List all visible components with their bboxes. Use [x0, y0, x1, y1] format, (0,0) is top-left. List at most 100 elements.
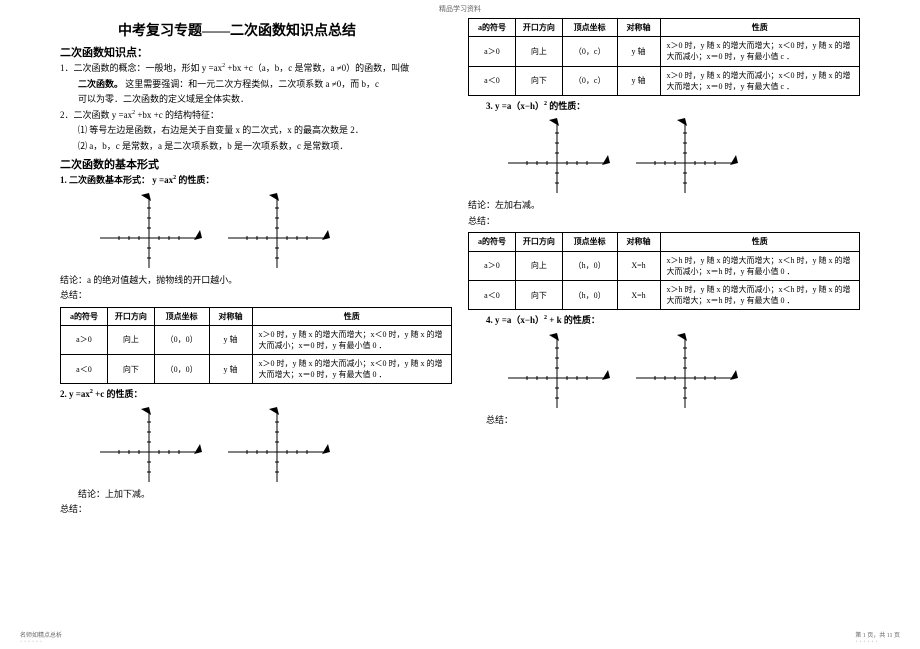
summary-4: 总结： — [486, 414, 860, 428]
t: 4. y =a（x−h） — [486, 315, 544, 325]
table-cell: y 轴 — [209, 325, 252, 354]
dots-icon: ······ — [855, 639, 879, 645]
t: 的性质： — [176, 175, 214, 185]
table-header: 性质 — [660, 19, 859, 37]
table-row: a＜0向下（h，0）X=hx＞h 时，y 随 x 的增大而减小；x＜h 时，y … — [469, 281, 860, 310]
coordinate-axes-icon — [630, 117, 740, 197]
table-row: a＞0向上（0，0）y 轴x＞0 时，y 随 x 的增大而增大；x＜0 时，y … — [61, 325, 452, 354]
coordinate-axes-icon — [630, 332, 740, 412]
table-cell: 向下 — [107, 355, 154, 384]
para-1c: 可以为零．二次函数的定义域是全体实数． — [78, 93, 452, 107]
graph-row-3 — [502, 117, 860, 197]
right-column: a的符号开口方向顶点坐标对称轴性质a＞0向上（0，c）y 轴x＞0 时，y 随 … — [468, 14, 860, 519]
table-cell: 向上 — [107, 325, 154, 354]
table-cell: a＞0 — [61, 325, 108, 354]
table-row: a＜0向下（0，0）y 轴x＞0 时，y 随 x 的增大而减小；x＜0 时，y … — [61, 355, 452, 384]
property-table-1: a的符号开口方向顶点坐标对称轴性质a＞0向上（0，0）y 轴x＞0 时，y 随 … — [60, 307, 452, 385]
para-2c: ⑴ 等号左边是函数，右边是关于自变量 x 的二次式，x 的最高次数是 2． — [78, 124, 452, 138]
graph-row-2 — [94, 406, 452, 486]
section-heading-2: 二次函数的基本形式 — [60, 156, 452, 172]
para-1b: 二次函数。 这里需要强调：和一元二次方程类似，二次项系数 a ≠0，而 b，c — [78, 78, 452, 92]
table-header: 对称轴 — [617, 19, 660, 37]
t: +bx +c 的结构特征： — [135, 110, 219, 120]
coordinate-axes-icon — [502, 117, 612, 197]
footer-left: 名师如精点总析 ······ — [20, 630, 62, 645]
bold: 二次函数。 — [78, 79, 123, 89]
property-table-2: a的符号开口方向顶点坐标对称轴性质a＞0向上（0，c）y 轴x＞0 时，y 随 … — [468, 18, 860, 96]
t: +bx +c（a，b，c 是常数，a ≠0）的函数，叫做 — [225, 63, 409, 73]
table-cell: （0，c） — [562, 66, 617, 95]
t: 的性质： — [547, 101, 585, 111]
table-cell: 向上 — [515, 37, 562, 66]
table-cell: y 轴 — [617, 37, 660, 66]
table-row: a＞0向上（h，0）X=hx＞h 时，y 随 x 的增大而增大；x＜h 时，y … — [469, 251, 860, 280]
table-header: a的符号 — [469, 19, 516, 37]
table-cell: 向下 — [515, 281, 562, 310]
table-cell: （0，0） — [154, 325, 209, 354]
table-header: 开口方向 — [515, 19, 562, 37]
dots-icon: ······ — [20, 639, 44, 645]
para-1: 1．二次函数的概念：一般地，形如 y =ax2 +bx +c（a，b，c 是常数… — [60, 62, 452, 76]
table-cell: （0，0） — [154, 355, 209, 384]
table-header: 性质 — [252, 307, 451, 325]
table-cell: （h，0） — [562, 251, 617, 280]
coordinate-axes-icon — [94, 192, 204, 272]
graph-row-1 — [94, 192, 452, 272]
form2-heading: 2. y =ax2 +c 的性质： — [60, 388, 452, 402]
table-header: a的符号 — [469, 233, 516, 251]
main-title: 中考复习专题——二次函数知识点总结 — [118, 20, 452, 40]
table-header: 顶点坐标 — [562, 233, 617, 251]
coordinate-axes-icon — [502, 332, 612, 412]
footer-right: 第 1 页，共 11 页 ······ — [855, 630, 900, 645]
table-cell: x＞h 时，y 随 x 的增大而增大；x＜h 时，y 随 x 的增大而减小；x＝… — [660, 251, 859, 280]
section-heading-1: 二次函数知识点： — [60, 44, 452, 60]
conclusion-3: 结论：左加右减。 — [468, 199, 860, 213]
table-cell: （h，0） — [562, 281, 617, 310]
graph-row-4 — [502, 332, 860, 412]
para-2d: ⑵ a，b，c 是常数，a 是二次项系数，b 是一次项系数，c 是常数项． — [78, 140, 452, 154]
table-cell: a＜0 — [469, 66, 516, 95]
coordinate-axes-icon — [94, 406, 204, 486]
table-cell: 向上 — [515, 251, 562, 280]
table-cell: y 轴 — [209, 355, 252, 384]
form1-heading: 1. 二次函数基本形式： y =ax2 的性质： — [60, 174, 452, 188]
t: 这里需要强调：和一元二次方程类似，二次项系数 a ≠0，而 b，c — [125, 79, 379, 89]
table-cell: a＞0 — [469, 251, 516, 280]
table-cell: y 轴 — [617, 66, 660, 95]
table-cell: （0，c） — [562, 37, 617, 66]
table-cell: x＞0 时，y 随 x 的增大而增大；x＜0 时，y 随 x 的增大而减小；x＝… — [660, 37, 859, 66]
table-header: 顶点坐标 — [562, 19, 617, 37]
table-cell: x＞0 时，y 随 x 的增大而增大；x＜0 时，y 随 x 的增大而减小；x＝… — [252, 325, 451, 354]
table-header: 对称轴 — [209, 307, 252, 325]
table-cell: a＜0 — [61, 355, 108, 384]
summary-3: 总结： — [468, 215, 860, 229]
table-header: 对称轴 — [617, 233, 660, 251]
t: 2．二次函数 y =ax — [60, 110, 132, 120]
coordinate-axes-icon — [222, 192, 332, 272]
table-cell: X=h — [617, 251, 660, 280]
form3-heading: 3. y =a（x−h）2 的性质： — [486, 100, 860, 114]
property-table-3: a的符号开口方向顶点坐标对称轴性质a＞0向上（h，0）X=hx＞h 时，y 随 … — [468, 232, 860, 310]
conclusion-2: 结论：上加下减。 — [78, 488, 452, 502]
conclusion-1: 结论：a 的绝对值越大，抛物线的开口越小。 — [60, 274, 452, 288]
t: +c 的性质： — [93, 389, 143, 399]
left-column: 中考复习专题——二次函数知识点总结 二次函数知识点： 1．二次函数的概念：一般地… — [60, 14, 452, 519]
table-cell: 向下 — [515, 66, 562, 95]
t: 2. y =ax — [60, 389, 90, 399]
form4-heading: 4. y =a（x−h）2 + k 的性质： — [486, 314, 860, 328]
table-cell: x＞0 时，y 随 x 的增大而减小；x＜0 时，y 随 x 的增大而增大；x＝… — [660, 66, 859, 95]
table-row: a＞0向上（0，c）y 轴x＞0 时，y 随 x 的增大而增大；x＜0 时，y … — [469, 37, 860, 66]
page-header: 精品学习资料 — [0, 0, 920, 14]
table-header: 顶点坐标 — [154, 307, 209, 325]
table-cell: X=h — [617, 281, 660, 310]
coordinate-axes-icon — [222, 406, 332, 486]
table-cell: a＞0 — [469, 37, 516, 66]
t: 3. y =a（x−h） — [486, 101, 544, 111]
summary-1: 总结： — [60, 289, 452, 303]
table-header: 开口方向 — [515, 233, 562, 251]
t: 1．二次函数的概念：一般地，形如 y =ax — [60, 63, 222, 73]
table-header: 性质 — [660, 233, 859, 251]
table-cell: x＞0 时，y 随 x 的增大而减小；x＜0 时，y 随 x 的增大而增大；x＝… — [252, 355, 451, 384]
t: + k 的性质： — [547, 315, 600, 325]
page-footer: 名师如精点总析 ······ 第 1 页，共 11 页 ······ — [0, 630, 920, 645]
